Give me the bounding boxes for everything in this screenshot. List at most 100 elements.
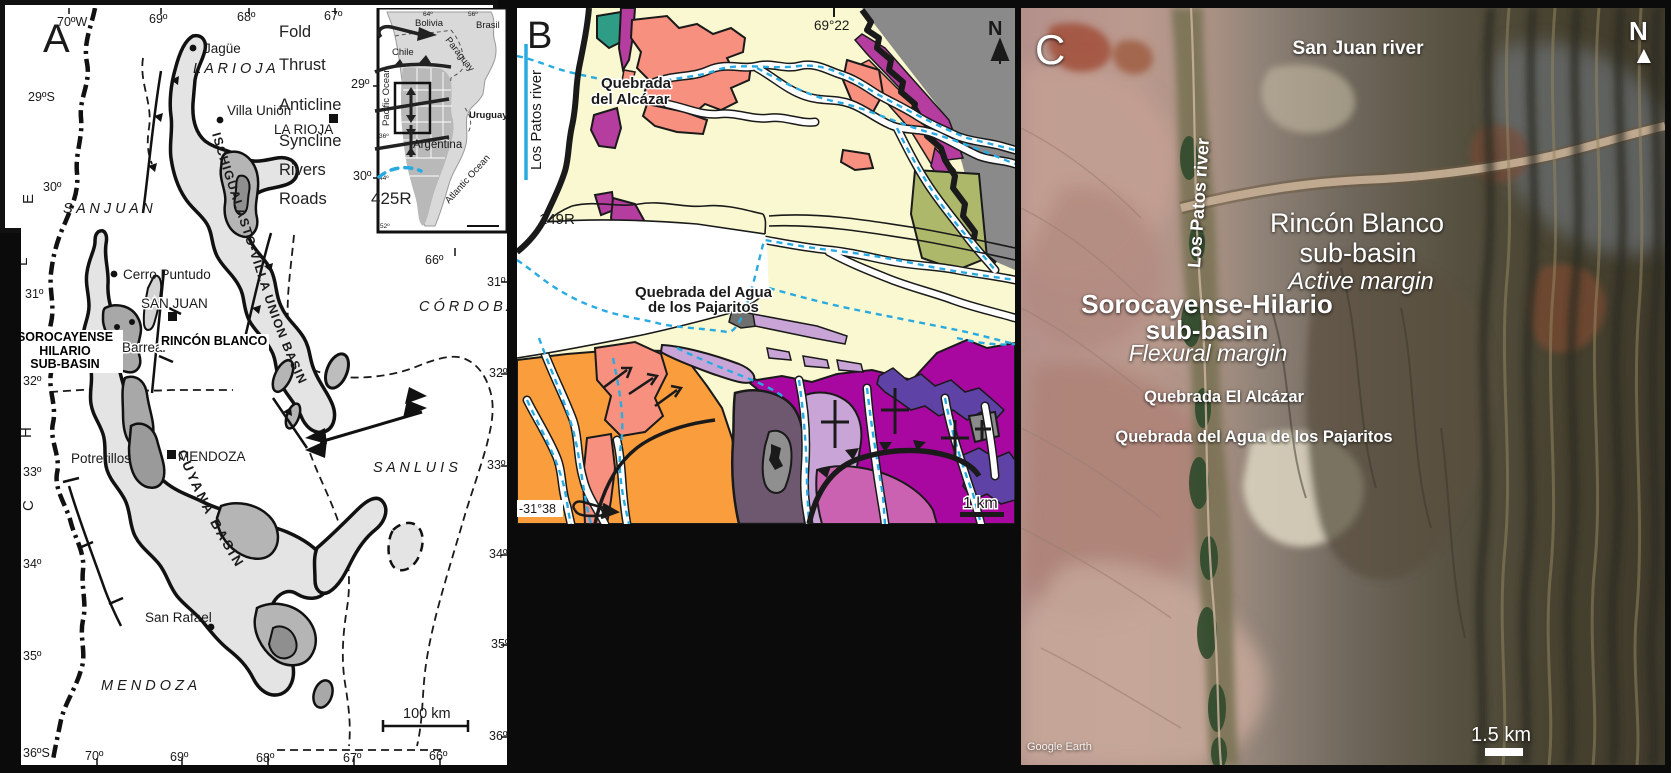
legend-row-roads: Roads 425R	[279, 189, 412, 208]
anticline-symbol-icon	[374, 87, 450, 123]
rivers-dashed	[517, 54, 1015, 524]
legend-symbols: Fold Thrust Anticline	[273, 5, 493, 228]
inset-uruguay: Uruguay	[469, 110, 507, 121]
roads-example-value: 425R	[371, 189, 412, 208]
label-rincon-blanco: RINCÓN BLANCO	[159, 334, 270, 350]
scale-label-b: 1 km	[963, 495, 998, 512]
svg-text:32º: 32º	[23, 374, 42, 388]
svg-text:C: C	[21, 500, 37, 511]
city-jague: Jagüe	[204, 41, 241, 56]
svg-text:35º: 35º	[23, 649, 42, 663]
legend-row-fold: Fold	[279, 17, 455, 47]
legend-row-rivers: Rivers	[279, 157, 455, 183]
road-149r-line	[517, 8, 592, 255]
province-san-juan: S A N J U A N	[63, 201, 153, 217]
fault-lines	[62, 70, 309, 627]
svg-text:69º: 69º	[170, 750, 189, 764]
inset-bolivia: Bolivia	[415, 18, 444, 29]
satellite-art-svg	[1021, 8, 1665, 765]
north-arrow-b	[990, 37, 1010, 64]
dashed-outlier-shape	[387, 521, 424, 572]
svg-text:34º: 34º	[23, 557, 42, 571]
svg-text:36ºS: 36ºS	[23, 746, 50, 760]
panel-c-satellite-image: C N ▲ San Juan river Los Patos river Rin…	[1021, 8, 1665, 765]
inset-chile: Chile	[392, 47, 414, 58]
city-mendoza: MENDOZA	[178, 449, 246, 464]
label-flexural-margin: Flexural margin	[1128, 340, 1288, 366]
inset-pacific-ocean: Pacific Ocean	[381, 67, 392, 126]
lon-70w: 70ºW	[57, 15, 87, 29]
svg-text:68º: 68º	[256, 751, 275, 765]
lon-69: 69º	[149, 12, 168, 26]
city-cerro-puntudo: Cerro Puntudo	[123, 267, 211, 282]
svg-text:30º: 30º	[43, 180, 62, 194]
panel-c-letter: C	[1035, 26, 1066, 73]
svg-text:31º: 31º	[25, 287, 44, 301]
road-149r-label: 149R	[539, 211, 575, 228]
transfer-zone-symbol	[305, 387, 427, 458]
lon-68: 68º	[237, 10, 256, 24]
syncline-symbol-icon	[374, 125, 450, 157]
scale-bar-b	[960, 512, 1004, 517]
fold-symbols	[602, 366, 684, 408]
svg-text:56º: 56º	[468, 11, 478, 18]
label-active-margin: Active margin	[1288, 268, 1434, 295]
svg-text:33º: 33º	[487, 458, 506, 472]
rivers-symbol-icon	[377, 165, 423, 179]
legend-row-anticline: Anticline	[279, 85, 455, 125]
svg-text:66º: 66º	[429, 749, 448, 763]
svg-text:100 km: 100 km	[403, 706, 451, 722]
basin-outlier-oval	[324, 352, 350, 390]
label-sorocayense-line2: sub-basin	[1145, 315, 1269, 345]
svg-text:33º: 33º	[23, 465, 42, 479]
province-mendoza: M E N D O Z A	[101, 678, 197, 694]
legend-row-thrust: Thrust	[279, 50, 455, 80]
north-arrow-c: ▲	[1632, 42, 1656, 69]
los-patos-river-label: Los Patos river	[528, 70, 545, 170]
svg-text:L: L	[21, 258, 31, 266]
geologic-map-svg: B 69°22 N Quebrada del Alcázar Quebrada …	[517, 8, 1015, 524]
lon-66-below-inset: 66º	[425, 253, 444, 267]
label-sorocayense-line1: Sorocayense-Hilario	[1081, 289, 1333, 319]
svg-text:67º: 67º	[343, 751, 362, 765]
rincon-blanco-sliver	[142, 274, 163, 331]
city-la-rioja: LA RIOJA	[274, 122, 333, 137]
svg-text:52º: 52º	[380, 223, 390, 230]
svg-text:29º: 29º	[351, 77, 370, 91]
google-earth-watermark: Google Earth	[1027, 741, 1092, 753]
scale-bar-c	[1485, 748, 1523, 756]
label-san-juan-river: San Juan river	[1292, 38, 1424, 59]
city-potrerillos: Potrerillos	[71, 451, 131, 466]
quebrada-alcazar-line2: del Alcázar	[591, 91, 670, 108]
panel-a-letter: A	[43, 17, 70, 61]
svg-text:36º: 36º	[379, 133, 389, 140]
svg-text:44º: 44º	[379, 175, 389, 182]
panel-b-geologic-map: B 69°22 N Quebrada del Alcázar Quebrada …	[517, 8, 1015, 524]
anticline-symbols	[821, 388, 991, 460]
panel-b-letter: B	[527, 15, 552, 57]
province-cordoba: C Ó R D O B A	[419, 298, 507, 315]
north-label-c: N	[1629, 16, 1648, 46]
province-la-rioja: L A R I O J A	[193, 61, 276, 77]
svg-text:35º: 35º	[491, 637, 507, 651]
lon-67: 67º	[324, 9, 343, 23]
international-border-line	[47, 8, 98, 761]
svg-text:E: E	[21, 194, 37, 204]
svg-text:31º: 31º	[487, 275, 506, 289]
thrust-teeth	[148, 76, 292, 416]
svg-text:36º: 36º	[489, 729, 507, 743]
svg-text:H: H	[21, 427, 35, 438]
thrust-teeth-b	[817, 440, 926, 478]
city-barreal: Barreal	[122, 340, 166, 355]
scale-bar-a: 100 km	[381, 706, 470, 732]
svg-text:64º: 64º	[423, 11, 433, 18]
svg-text:70º: 70º	[85, 749, 104, 763]
regional-map-svg: ISCHIGUALASTO-VILLA UNION BASIN CUYANA B…	[21, 8, 507, 765]
quebrada-pajaritos-line2: de los Pajaritos	[648, 299, 759, 316]
svg-text:30º: 30º	[353, 169, 372, 183]
label-rincon-blanco-line2: sub-basin	[1299, 238, 1417, 268]
legend-row-syncline: Syncline	[279, 121, 455, 161]
city-san-juan: SAN JUAN	[141, 296, 208, 311]
thrust-symbol-icon	[374, 55, 452, 74]
